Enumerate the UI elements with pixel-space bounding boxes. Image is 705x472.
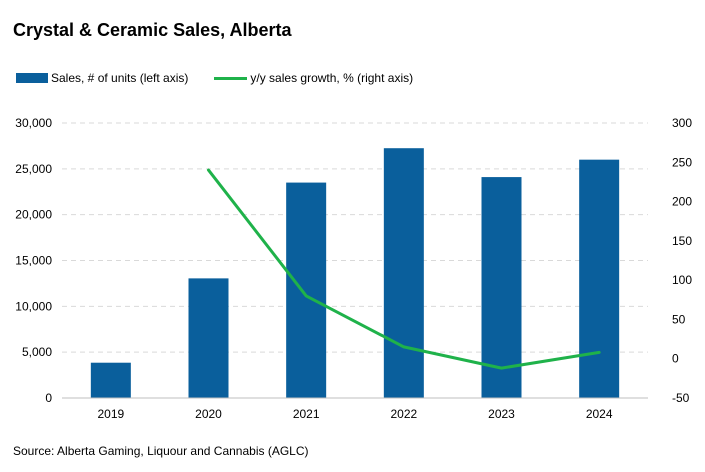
y-left-tick-label: 15,000: [15, 254, 52, 268]
y-right-tick-label: 0: [672, 352, 679, 366]
y-left-tick-label: 25,000: [15, 162, 52, 176]
bar-2021: [286, 182, 327, 398]
legend-label-sales: Sales, # of units (left axis): [51, 71, 189, 85]
bar-2024: [579, 159, 620, 398]
legend-item-growth: y/y sales growth, % (right axis): [214, 71, 413, 85]
y-right-tick-label: 150: [672, 234, 692, 248]
y-right-tick-label: 300: [672, 116, 692, 130]
y-right-tick-label: 250: [672, 155, 692, 169]
y-left-tick-label: 10,000: [15, 299, 52, 313]
y-right-tick-label: -50: [672, 391, 690, 405]
chart-title: Crystal & Ceramic Sales, Alberta: [13, 20, 292, 40]
bar-2023: [481, 177, 522, 398]
y-left-tick-label: 5,000: [22, 345, 52, 359]
axes: 0 5,000 10,000 15,000 20,000 25,000 30,000 -50 0…: [15, 116, 692, 421]
bar-series: [90, 148, 620, 398]
x-tick-label: 2024: [586, 407, 613, 421]
y-left-tick-label: 0: [45, 391, 52, 405]
bar-2020: [188, 278, 229, 398]
legend-item-sales: Sales, # of units (left axis): [16, 71, 188, 85]
y-left-tick-label: 20,000: [15, 208, 52, 222]
chart-legend: Sales, # of units (left axis) y/y sales …: [16, 68, 439, 88]
y-right-tick-label: 200: [672, 195, 692, 209]
x-tick-label: 2022: [390, 407, 417, 421]
grid-lines: [62, 122, 648, 353]
bar-2019: [90, 362, 131, 398]
y-left-tick-label: 30,000: [15, 116, 52, 130]
y-right-tick-label: 100: [672, 273, 692, 287]
line-series: [207, 168, 601, 370]
x-tick-label: 2020: [195, 407, 222, 421]
growth-line: [207, 168, 601, 370]
legend-label-growth: y/y sales growth, % (right axis): [250, 71, 414, 85]
legend-swatch-sales: [16, 73, 48, 83]
source-note: Source: Alberta Gaming, Liquour and Cann…: [13, 444, 309, 458]
x-tick-label: 2021: [293, 407, 320, 421]
x-tick-label: 2023: [488, 407, 515, 421]
bar-2022: [383, 148, 424, 398]
y-right-tick-label: 50: [672, 312, 686, 326]
x-tick-label: 2019: [97, 407, 124, 421]
legend-swatch-growth: [214, 76, 248, 80]
